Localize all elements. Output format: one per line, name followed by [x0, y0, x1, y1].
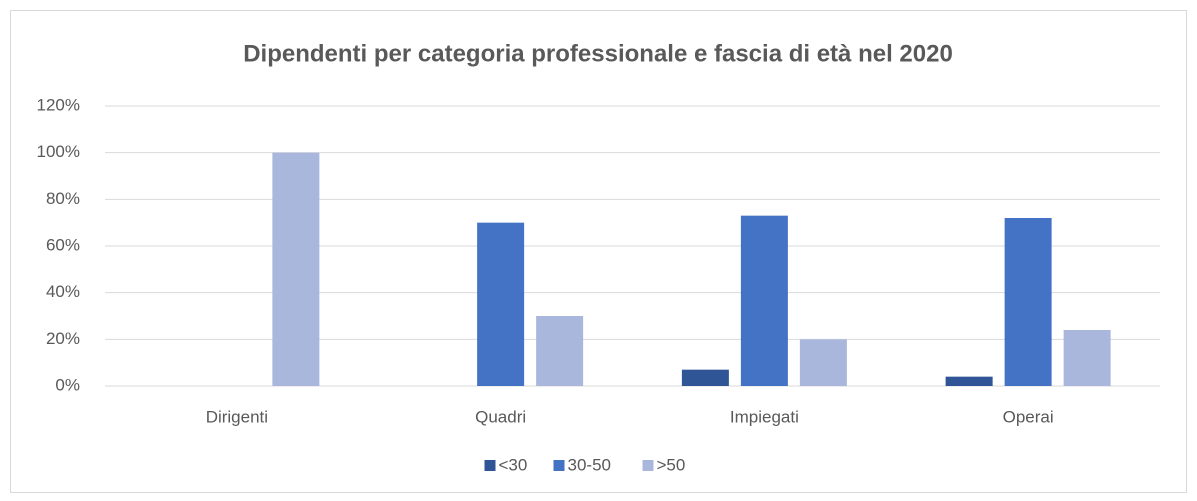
legend-swatch: [484, 460, 496, 471]
y-tick-label: 100%: [37, 142, 80, 161]
x-tick-label: Quadri: [475, 407, 526, 426]
legend-label: 30-50: [568, 455, 611, 474]
bar: [536, 316, 584, 386]
x-tick-label: Dirigenti: [206, 407, 268, 426]
x-tick-label: Operai: [1003, 407, 1054, 426]
y-tick-label: 20%: [46, 329, 80, 348]
chart-frame: [10, 10, 1187, 493]
y-tick-label: 80%: [46, 189, 80, 208]
bar: [799, 339, 847, 386]
y-tick-label: 60%: [46, 235, 80, 254]
legend-swatch: [553, 460, 565, 471]
bar: [945, 376, 993, 386]
y-tick-label: 40%: [46, 282, 80, 301]
legend-label: <30: [499, 455, 528, 474]
chart-title: Dipendenti per categoria professionale e…: [243, 40, 953, 67]
bar: [1063, 330, 1111, 386]
x-tick-label: Impiegati: [730, 407, 799, 426]
bar: [272, 152, 320, 386]
bar: [1004, 218, 1052, 386]
bar: [740, 215, 788, 386]
legend-label: >50: [657, 455, 686, 474]
bar: [681, 369, 729, 386]
y-tick-label: 0%: [55, 375, 80, 394]
bar: [477, 222, 525, 386]
y-tick-label: 120%: [37, 95, 80, 114]
legend-swatch: [642, 460, 654, 471]
